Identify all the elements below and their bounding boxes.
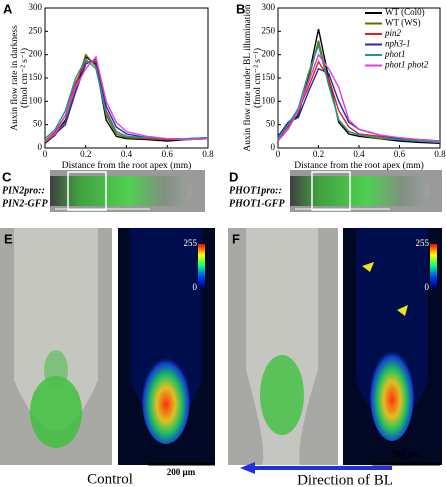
construct-label: PIN2pro:: (2, 185, 45, 196)
panel-label: D (229, 169, 238, 184)
y-tick-label: 200 (29, 49, 43, 59)
legend-label: WT (Col0) (385, 7, 425, 17)
y-tick-label: 250 (262, 25, 276, 35)
y-tick-label: 0 (38, 142, 43, 152)
gfp-image (290, 170, 442, 212)
data-line (44, 58, 209, 140)
panel-label: A (3, 1, 13, 16)
plot-frame (277, 7, 441, 149)
legend-label: WT (WS) (385, 18, 421, 28)
x-tick-label: 0.8 (202, 149, 214, 159)
y-axis-label: Auxin flow rate under BL illumination (242, 4, 253, 151)
x-tick-label: 0 (276, 149, 281, 159)
data-line (277, 53, 441, 142)
colorbar-label: 255 (184, 238, 198, 248)
scale-bar-label: 200 µm (392, 449, 421, 459)
legend-label: nph3-1 (385, 39, 411, 49)
y-tick-label: 250 (29, 25, 43, 35)
colorbar-label: 0 (193, 282, 198, 292)
panel-label: F (232, 231, 240, 246)
y-tick-label: 100 (29, 95, 43, 105)
scale-bar-label: 200 µm (167, 467, 196, 477)
panel-label: E (4, 231, 13, 246)
caption: Direction of BL (297, 472, 393, 487)
y-tick-label: 300 (29, 2, 43, 12)
heatmap-image (343, 228, 442, 465)
legend-label: phot1 (384, 49, 406, 59)
y-axis-label: (fmol cm⁻² s⁻¹) (252, 48, 263, 108)
construct-label: PIN2-GFP (2, 198, 48, 209)
y-tick-label: 0 (271, 142, 276, 152)
x-tick-label: 0 (43, 149, 48, 159)
x-axis-label: Distance from the root apex (mm) (62, 160, 192, 171)
heatmap-image (118, 228, 215, 465)
legend-label: pin2 (384, 28, 402, 38)
x-axis-label: Distance from the root apex (mm) (294, 160, 424, 171)
x-tick-label: 0.6 (162, 149, 174, 159)
data-line (277, 42, 441, 144)
y-axis-label: (fmol cm⁻² s⁻¹) (19, 48, 30, 108)
data-line (277, 67, 441, 142)
data-line (277, 28, 441, 145)
y-tick-label: 150 (29, 72, 43, 82)
x-tick-label: 0.4 (121, 149, 133, 159)
colorbar-label: 0 (425, 282, 430, 292)
direction-arrow (240, 462, 392, 474)
y-tick-label: 50 (266, 119, 276, 129)
panel-label: C (2, 169, 12, 184)
y-tick-label: 100 (262, 95, 276, 105)
construct-label: PHOT1-GFP (229, 198, 285, 209)
data-line (44, 55, 209, 142)
panel-label: B (236, 1, 245, 16)
y-tick-label: 50 (33, 119, 43, 129)
x-tick-label: 0.2 (80, 149, 91, 159)
y-tick-label: 150 (262, 72, 276, 82)
legend-label: phot1 phot2 (384, 60, 429, 70)
construct-label: PHOT1pro:: (229, 185, 282, 196)
gfp-image (50, 170, 205, 212)
chart-a: A 0 50 100 150 200 250 300 0 0.2 0.4 0.6 0.8 Auxin fl… (3, 1, 214, 171)
brightfield-image (228, 228, 338, 465)
data-line (44, 60, 209, 142)
data-line (277, 40, 441, 144)
x-tick-label: 0.6 (394, 149, 406, 159)
chart-b: B 0 50 100 150 200 250 300 0 0.2 0.4 0.6 0.8 Auxin fl… (236, 1, 446, 171)
caption: Control (87, 471, 133, 487)
y-tick-label: 300 (262, 2, 276, 12)
y-axis-label: Auxin flow rate in darkness (9, 25, 20, 131)
y-tick-label: 200 (262, 49, 276, 59)
colorbar-label: 255 (416, 238, 430, 248)
plot-frame (44, 7, 209, 149)
x-tick-label: 0.4 (353, 149, 365, 159)
x-tick-label: 0.8 (434, 149, 446, 159)
data-line (277, 60, 441, 144)
brightfield-image (0, 228, 112, 465)
x-tick-label: 0.2 (313, 149, 324, 159)
